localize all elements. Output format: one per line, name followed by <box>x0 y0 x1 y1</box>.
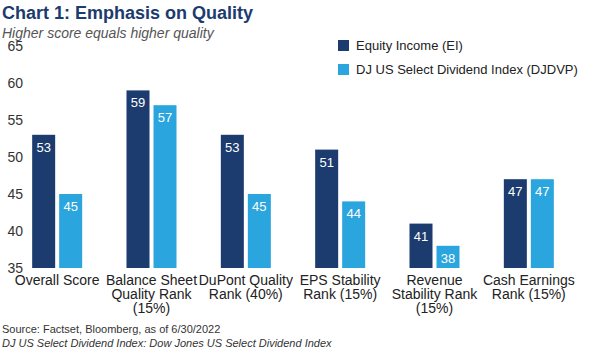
y-tick-label: 45 <box>7 186 23 202</box>
data-label: 38 <box>441 251 455 266</box>
chart: Chart 1: Emphasis on Quality Higher score… <box>0 0 600 353</box>
bar <box>154 105 177 268</box>
bar <box>437 246 460 268</box>
data-label: 59 <box>131 95 145 110</box>
legend-label: Equity Income (EI) <box>356 38 463 53</box>
title: Chart 1: Emphasis on Quality <box>2 3 253 23</box>
subtitle: Higher score equals higher quality <box>2 25 215 41</box>
annotation: DJ US Select Dividend Index: Dow Jones U… <box>2 337 332 349</box>
bar <box>248 194 271 268</box>
y-tick-label: 40 <box>7 223 23 239</box>
data-label: 51 <box>319 155 333 170</box>
data-label: 45 <box>252 199 266 214</box>
x-tick-line: Rank (15%) <box>492 286 566 302</box>
x-tick-line: (15%) <box>133 300 170 316</box>
bar <box>531 179 554 268</box>
data-label: 47 <box>508 184 522 199</box>
bar <box>315 150 338 268</box>
data-label: 45 <box>63 199 77 214</box>
x-tick-line: Overall Score <box>15 272 100 288</box>
y-tick-label: 55 <box>7 112 23 128</box>
bar <box>410 224 433 268</box>
data-label: 57 <box>158 110 172 125</box>
bar <box>32 135 55 268</box>
bar <box>342 201 365 268</box>
legend-swatch <box>338 40 349 51</box>
bar <box>59 194 82 268</box>
bar <box>221 135 244 268</box>
data-labels: 53 59 53 51 41 47 45 57 45 44 38 47 <box>36 95 549 265</box>
data-label: 53 <box>225 140 239 155</box>
annotation: Source: Factset, Bloomberg, as of 6/30/2… <box>2 323 220 335</box>
x-tick-label: Balance SheetQuality Rank(15%) <box>106 272 197 316</box>
x-tick-label: Overall Score <box>15 272 100 288</box>
y-tick-label: 65 <box>7 38 23 54</box>
x-tick-line: Rank (40%) <box>209 286 283 302</box>
bar <box>504 179 527 268</box>
x-tick-line: Rank (15%) <box>303 286 377 302</box>
legend-label: DJ US Select Dividend Index (DJDVP) <box>356 62 578 77</box>
x-tick-label: EPS StabilityRank (15%) <box>300 272 381 302</box>
data-label: 47 <box>535 184 549 199</box>
y-tick-label: 60 <box>7 75 23 91</box>
bar <box>127 90 150 268</box>
x-tick-label: Cash EarningsRank (15%) <box>483 272 575 302</box>
x-tick-line: (15%) <box>416 300 453 316</box>
data-label: 41 <box>414 229 428 244</box>
legend-swatch <box>338 64 349 75</box>
bars <box>32 90 554 268</box>
y-tick-label: 50 <box>7 149 23 165</box>
x-tick-label: RevenueStability Rank(15%) <box>392 272 479 316</box>
data-label: 44 <box>346 206 360 221</box>
data-label: 53 <box>36 140 50 155</box>
x-tick-label: DuPont QualityRank (40%) <box>199 272 293 302</box>
